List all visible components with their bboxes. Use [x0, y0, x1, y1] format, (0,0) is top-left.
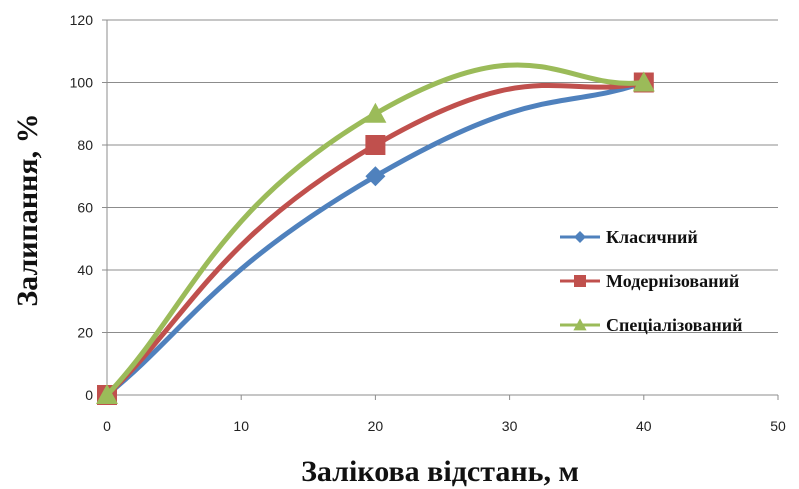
legend-marker: [573, 318, 587, 331]
axes: [102, 19, 779, 400]
x-tick-label: 30: [502, 418, 518, 434]
x-tick-label: 10: [233, 418, 249, 434]
x-tick-label: 0: [103, 418, 111, 434]
series-line: [104, 80, 647, 398]
y-tick-label: 60: [77, 200, 93, 216]
legend-label: Модернізований: [606, 271, 739, 291]
legend-marker: [574, 275, 586, 287]
series-line: [104, 80, 647, 398]
y-tick-label: 20: [77, 325, 93, 341]
x-tick-label: 50: [770, 418, 786, 434]
y-tick-label: 40: [77, 262, 93, 278]
legend-item: Спеціалізований: [560, 315, 743, 335]
legend-item: Класичний: [560, 227, 698, 247]
y-tick-label: 0: [85, 387, 93, 403]
legend: Класичний Модернізований Спеціалізований: [560, 227, 743, 335]
y-tick-labels: 0 20 40 60 80 100 120: [70, 12, 94, 403]
y-tick-label: 120: [70, 12, 94, 28]
data-point: [96, 384, 118, 404]
x-axis-title: Залікова відстань, м: [301, 455, 579, 488]
data-point: [364, 102, 387, 123]
data-point: [365, 135, 386, 155]
x-tick-label: 20: [368, 418, 384, 434]
y-axis-title: Залипання, %: [11, 113, 44, 306]
legend-label: Спеціалізований: [606, 315, 743, 335]
data-point: [632, 71, 655, 92]
y-tick-label: 80: [77, 137, 93, 153]
legend-marker: [574, 231, 586, 243]
series-triangle: [96, 62, 655, 404]
legend-label: Класичний: [606, 227, 698, 247]
x-tick-label: 40: [636, 418, 652, 434]
x-tick-labels: 0 10 20 30 40 50: [103, 418, 786, 434]
legend-item: Модернізований: [560, 271, 739, 291]
data-point: [365, 166, 386, 187]
y-tick-label: 100: [70, 75, 94, 91]
series-group: [96, 62, 655, 405]
